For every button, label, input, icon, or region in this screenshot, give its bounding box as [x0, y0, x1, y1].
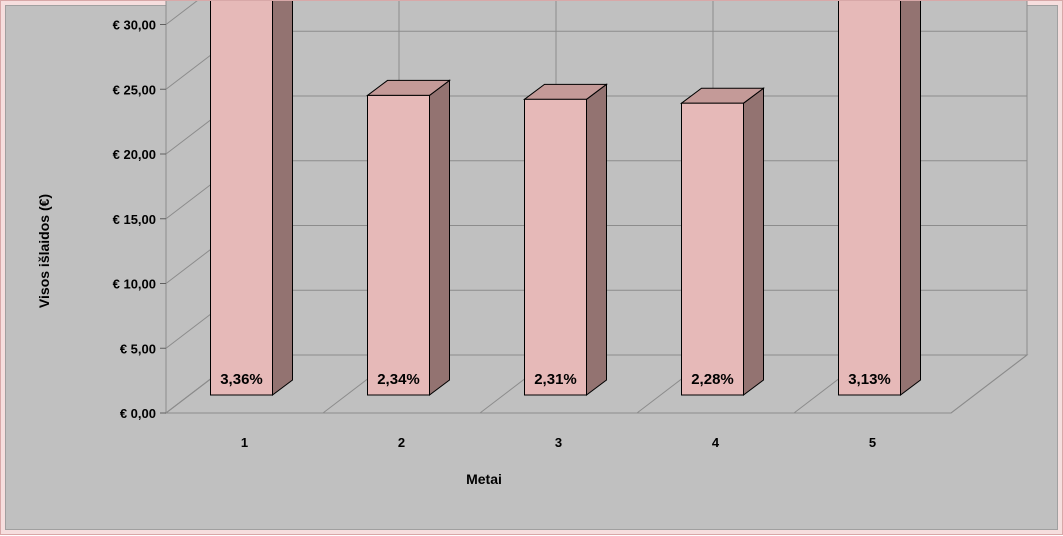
x-axis-title: Metai: [466, 471, 502, 487]
bar-side: [586, 83, 607, 396]
x-tick-label: 2: [398, 435, 405, 450]
bar-series: [210, 1, 921, 396]
y-tick-label: € 0,00: [120, 406, 156, 421]
y-tick-label: € 5,00: [120, 341, 156, 356]
y-tick-label: € 25,00: [113, 82, 156, 97]
bar: [680, 87, 765, 396]
floor-line: [950, 354, 1028, 414]
bar-side: [272, 1, 293, 396]
bar-side: [900, 1, 921, 396]
bar-front: [210, 1, 273, 396]
gridline-y: [165, 1, 198, 25]
data-label: 3,36%: [220, 371, 263, 388]
x-tick-label: 5: [869, 435, 876, 450]
bar-front: [838, 1, 901, 396]
y-tick-label: € 30,00: [113, 18, 156, 33]
bar-front: [524, 98, 587, 396]
bar-front: [367, 94, 430, 396]
y-tick-label: € 10,00: [113, 277, 156, 292]
y-tick-label: € 20,00: [113, 147, 156, 162]
bar: [210, 1, 293, 396]
bar-side: [743, 87, 764, 396]
y-axis-ticks: € 0,00 € 5,00 € 10,00 € 15,00 € 20,00 € 25,00…: [113, 18, 166, 421]
y-tick-label: € 15,00: [113, 212, 156, 227]
x-axis-ticks: 1 2 3 4 5: [241, 435, 876, 450]
data-label: 3,13%: [848, 371, 891, 388]
bar: [838, 1, 921, 396]
bar-front: [681, 102, 744, 396]
data-labels: 3,36% 2,34% 2,31% 2,28% 3,13%: [220, 371, 891, 388]
data-label: 2,28%: [691, 371, 734, 388]
data-label: 2,31%: [534, 371, 577, 388]
bar-side: [429, 79, 450, 396]
x-tick-label: 1: [241, 435, 248, 450]
y-axis-title: Visos išlaidos (€): [36, 194, 52, 308]
x-tick-label: 3: [555, 435, 562, 450]
bar: [523, 83, 608, 396]
bar: [366, 79, 451, 396]
x-tick-label: 4: [712, 435, 720, 450]
data-label: 2,34%: [377, 371, 420, 388]
